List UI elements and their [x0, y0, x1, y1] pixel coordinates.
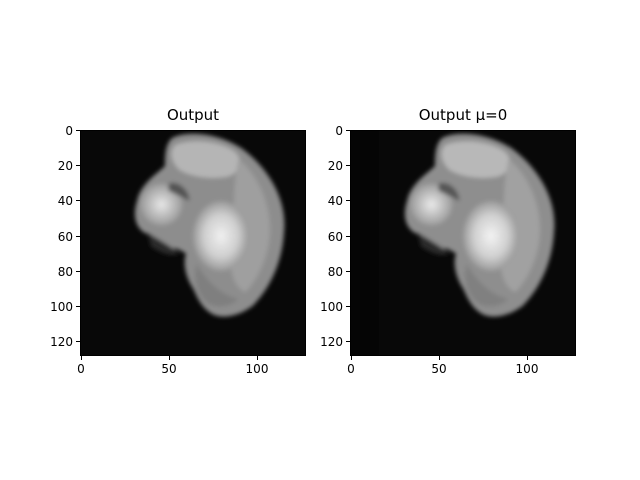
- ytick-label: 100: [50, 300, 73, 314]
- ytick-mark: [76, 165, 80, 166]
- xtick-label: 50: [431, 362, 447, 376]
- xtick-mark: [169, 356, 170, 360]
- ytick-mark: [76, 236, 80, 237]
- ytick-label: 0: [335, 124, 343, 138]
- image-output: [80, 130, 306, 356]
- xtick-label: 100: [515, 362, 539, 376]
- panel-title: Output: [166, 106, 220, 124]
- ytick-label: 80: [327, 265, 343, 279]
- panel-title: Output μ=0: [418, 106, 508, 124]
- ytick-mark: [346, 236, 350, 237]
- xtick-mark: [439, 356, 440, 360]
- ytick-mark: [346, 200, 350, 201]
- ytick-mark: [346, 130, 350, 131]
- ytick-mark: [76, 306, 80, 307]
- ytick-mark: [76, 271, 80, 272]
- ytick-label: 60: [57, 230, 73, 244]
- ytick-mark: [346, 341, 350, 342]
- ytick-label: 40: [327, 194, 343, 208]
- ytick-mark: [346, 165, 350, 166]
- xtick-mark: [351, 356, 352, 360]
- xtick-label: 50: [161, 362, 177, 376]
- ytick-label: 40: [57, 194, 73, 208]
- ytick-mark: [76, 130, 80, 131]
- ytick-mark: [346, 271, 350, 272]
- brain-scan-image: [81, 131, 305, 355]
- image-output-mu0: [350, 130, 576, 356]
- xtick-label: 0: [77, 362, 85, 376]
- ytick-label: 20: [327, 159, 343, 173]
- ytick-label: 20: [57, 159, 73, 173]
- xtick-mark: [527, 356, 528, 360]
- ytick-label: 120: [50, 335, 73, 349]
- xtick-mark: [81, 356, 82, 360]
- xtick-label: 0: [347, 362, 355, 376]
- xtick-label: 100: [245, 362, 269, 376]
- ytick-mark: [76, 200, 80, 201]
- ytick-label: 60: [327, 230, 343, 244]
- ytick-label: 80: [57, 265, 73, 279]
- ytick-label: 0: [65, 124, 73, 138]
- xtick-mark: [257, 356, 258, 360]
- ytick-label: 100: [320, 300, 343, 314]
- ytick-label: 120: [320, 335, 343, 349]
- ytick-mark: [346, 306, 350, 307]
- ytick-mark: [76, 341, 80, 342]
- brain-scan-image: [351, 131, 575, 355]
